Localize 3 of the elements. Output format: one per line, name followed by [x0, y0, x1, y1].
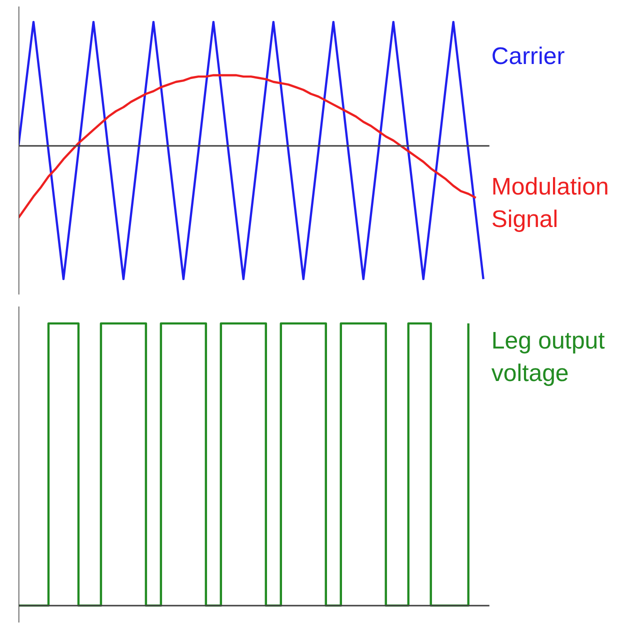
series-label: Carrier	[491, 43, 565, 70]
series-label: Modulation Signal	[491, 173, 609, 233]
series-label: Leg output voltage	[491, 328, 606, 387]
